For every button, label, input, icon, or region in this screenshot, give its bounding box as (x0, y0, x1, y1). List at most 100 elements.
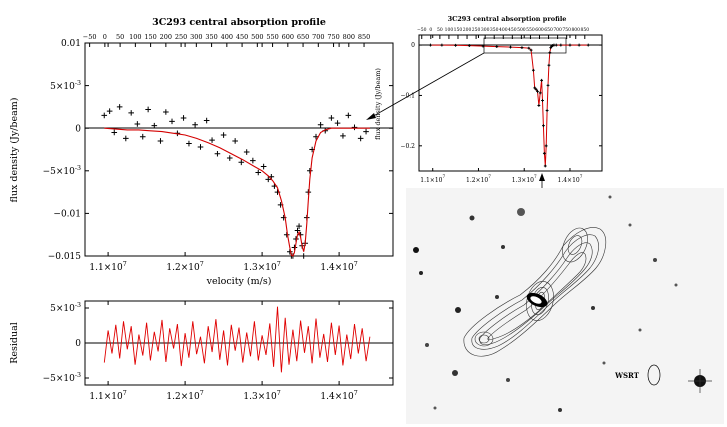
data-point (151, 122, 158, 129)
data-point (163, 109, 169, 115)
top-tick-label: 0 (429, 27, 432, 33)
top-tick-label: 250 (472, 27, 481, 33)
x-tick-label: 1.4×107 (320, 261, 357, 273)
x-tick-label: 1.4×107 (558, 174, 583, 184)
inset-chart: 3C293 central absorption profile −50 0 50 1… (374, 15, 603, 184)
top-tick-label: 100 (129, 33, 141, 41)
top-tick-label: 850 (581, 27, 590, 33)
zoom-arrow-head (366, 113, 376, 120)
x-tick-label: 1.2×107 (466, 174, 491, 184)
data-point (577, 43, 581, 47)
data-point (531, 68, 535, 72)
data-point (250, 157, 256, 164)
top-tick-label: 350 (490, 27, 499, 33)
wsrt-beam-ellipse (647, 364, 661, 386)
y-tick-label: −0.2 (400, 143, 415, 150)
data-point (243, 149, 250, 155)
top-tick-label: 450 (508, 27, 517, 33)
top-tick-label: 450 (236, 33, 248, 41)
data-point (238, 159, 245, 166)
main-data-points (101, 104, 369, 259)
top-tick-label: 750 (327, 33, 339, 41)
data-point (220, 132, 227, 138)
data-point (520, 46, 524, 49)
data-point (549, 46, 553, 49)
data-point (203, 117, 210, 124)
top-tick-label: 300 (190, 33, 202, 41)
top-tick-label: 400 (221, 33, 233, 41)
data-point (544, 144, 548, 148)
top-tick-label: 200 (160, 33, 172, 41)
top-tick-label: 700 (312, 33, 324, 41)
top-tick-label: 600 (535, 27, 544, 33)
data-point (116, 104, 123, 110)
main-chart: 3C293 central absorption profile −50 0 50 1… (9, 17, 394, 287)
residual-line (103, 306, 371, 373)
data-point (454, 43, 457, 47)
inset-plot-frame (418, 34, 603, 172)
x-tick-label: 1.1×107 (89, 261, 126, 273)
zoom-connector-arrow (369, 52, 485, 119)
top-tick-label: 0 (103, 33, 107, 41)
residual-x-ticks: 1.1×107 1.2×107 1.3×107 1.4×107 (89, 301, 358, 402)
top-tick-label: 650 (544, 27, 553, 33)
inset-top-axis: −50 0 50 100 150 200 250 300 350 400 450 500 550 600 6… (417, 27, 589, 39)
data-point (363, 128, 369, 135)
data-point (467, 44, 471, 47)
data-point (536, 90, 539, 93)
data-point (260, 163, 267, 170)
main-chart-title: 3C293 central absorption profile (152, 17, 326, 28)
inset-fit-line (430, 44, 589, 167)
y-tick-label: 0 (411, 42, 415, 49)
data-point (537, 104, 541, 107)
data-point (317, 121, 324, 128)
data-point (340, 133, 346, 139)
inset-x-ticks: 1.1×107 1.2×107 1.3×107 1.4×107 (420, 35, 583, 184)
data-point (440, 43, 444, 47)
top-tick-label: 500 (251, 33, 263, 41)
data-point (180, 115, 187, 121)
data-point (226, 155, 233, 161)
data-point (545, 109, 549, 112)
top-tick-label: −50 (417, 27, 427, 33)
image-background (406, 188, 724, 424)
data-point (559, 43, 563, 47)
data-point (529, 48, 533, 52)
data-point (542, 124, 545, 128)
y-tick-label: 5×10-3 (50, 302, 81, 314)
y-tick-label: 0.01 (61, 39, 81, 49)
main-x-label: velocity (m/s) (206, 276, 272, 287)
data-point (534, 88, 538, 91)
data-point (540, 78, 544, 82)
top-tick-label: 750 (562, 27, 571, 33)
residual-chart: 5×10-3 0 −5×10-3 1.1×107 1.2×107 1.3×107 1.4×… (9, 300, 394, 402)
data-point (586, 43, 590, 47)
x-tick-label: 1.3×107 (243, 261, 280, 273)
data-point (357, 135, 364, 142)
top-tick-label: 650 (297, 33, 309, 41)
data-point (543, 164, 547, 168)
inset-data-points (429, 43, 590, 168)
data-point (538, 91, 542, 95)
data-point (345, 112, 352, 119)
main-plot-frame (84, 42, 394, 257)
x-tick-label: 1.3×107 (512, 174, 537, 184)
inset-y-label: flux density (Jy/beam) (374, 68, 382, 140)
data-point (351, 124, 358, 131)
y-tick-label: −0.015 (48, 252, 82, 262)
top-tick-label: 250 (175, 33, 187, 41)
dust-lane (530, 296, 542, 304)
top-tick-label: 800 (343, 33, 355, 41)
top-tick-label: 700 (553, 27, 562, 33)
y-tick-label: 0 (75, 124, 81, 134)
main-fit-line (104, 127, 370, 257)
data-point (429, 43, 432, 47)
top-tick-label: 550 (266, 33, 278, 41)
data-point (334, 120, 341, 126)
inset-chart-title: 3C293 central absorption profile (448, 15, 567, 23)
x-tick-label: 1.2×107 (166, 261, 203, 273)
data-point (134, 121, 141, 127)
data-point (533, 86, 537, 90)
data-point (542, 151, 546, 155)
radio-image-panel: WSRT (406, 188, 724, 424)
